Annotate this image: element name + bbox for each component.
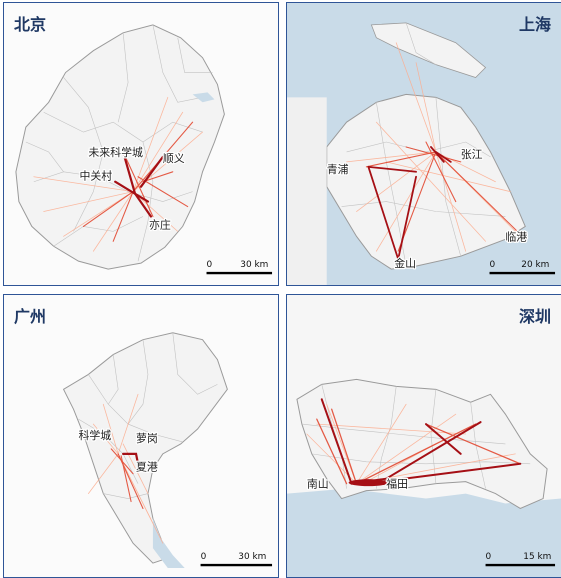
place-label: 金山 <box>394 256 416 270</box>
panel-title: 上海 <box>518 15 551 34</box>
place-label: 中关村 <box>79 169 112 183</box>
shanghai-map: 青浦 张江 临港 金山 0 20 km <box>287 3 561 285</box>
shanghai-boundary <box>326 93 526 270</box>
panel-title: 深圳 <box>518 307 551 326</box>
beijing-reservoir <box>192 92 215 103</box>
svg-text:0: 0 <box>207 260 213 270</box>
place-label: 福田 <box>386 477 408 491</box>
svg-text:30 km: 30 km <box>240 260 268 270</box>
place-label: 张江 <box>461 148 483 161</box>
shenzhen-scale-bar: 0 15 km <box>486 552 556 567</box>
place-label: 青浦 <box>327 163 349 176</box>
map-panel-guangzhou: 科学城 萝岗 夏港 0 30 km 广州 <box>3 294 279 578</box>
map-panel-beijing: 未来科学城 中关村 顺义 亦庄 0 30 km 北京 <box>3 2 279 286</box>
place-label: 科学城 <box>78 428 111 442</box>
pearl-river <box>152 518 185 569</box>
guangzhou-map: 科学城 萝岗 夏港 0 30 km <box>62 332 273 569</box>
place-label: 亦庄 <box>149 217 171 231</box>
svg-text:0: 0 <box>201 552 207 562</box>
shenzhen-map: 南山 福田 0 15 km <box>287 295 561 577</box>
place-label: 临港 <box>505 229 527 243</box>
svg-text:0: 0 <box>490 260 496 270</box>
svg-text:15 km: 15 km <box>523 552 551 562</box>
shenzhen-bay <box>287 488 561 577</box>
svg-text:0: 0 <box>486 552 492 562</box>
svg-text:20 km: 20 km <box>521 260 549 270</box>
place-label: 夏港 <box>136 461 158 474</box>
svg-text:30 km: 30 km <box>238 552 266 562</box>
panel-title: 广州 <box>14 307 47 326</box>
map-panel-shanghai: 青浦 张江 临港 金山 0 20 km 上海 <box>286 2 561 286</box>
beijing-scale-bar: 0 30 km <box>206 260 273 275</box>
panel-title: 北京 <box>14 15 47 34</box>
place-label: 未来科学城 <box>88 145 143 159</box>
beijing-map: 未来科学城 中关村 顺义 亦庄 0 30 km <box>15 24 273 275</box>
place-label: 萝岗 <box>136 432 158 445</box>
futian-cluster <box>348 479 389 487</box>
shanghai-scale-bar: 0 20 km <box>489 260 556 275</box>
beijing-boundary <box>15 24 225 270</box>
place-label: 顺义 <box>163 152 185 165</box>
map-panel-shenzhen: 南山 福田 0 15 km 深圳 <box>286 294 561 578</box>
shenzhen-boundary <box>296 378 548 510</box>
chongming-island <box>370 22 487 78</box>
guangzhou-scale-bar: 0 30 km <box>201 552 273 567</box>
place-label: 南山 <box>307 478 329 491</box>
guangzhou-boundary <box>62 332 228 564</box>
